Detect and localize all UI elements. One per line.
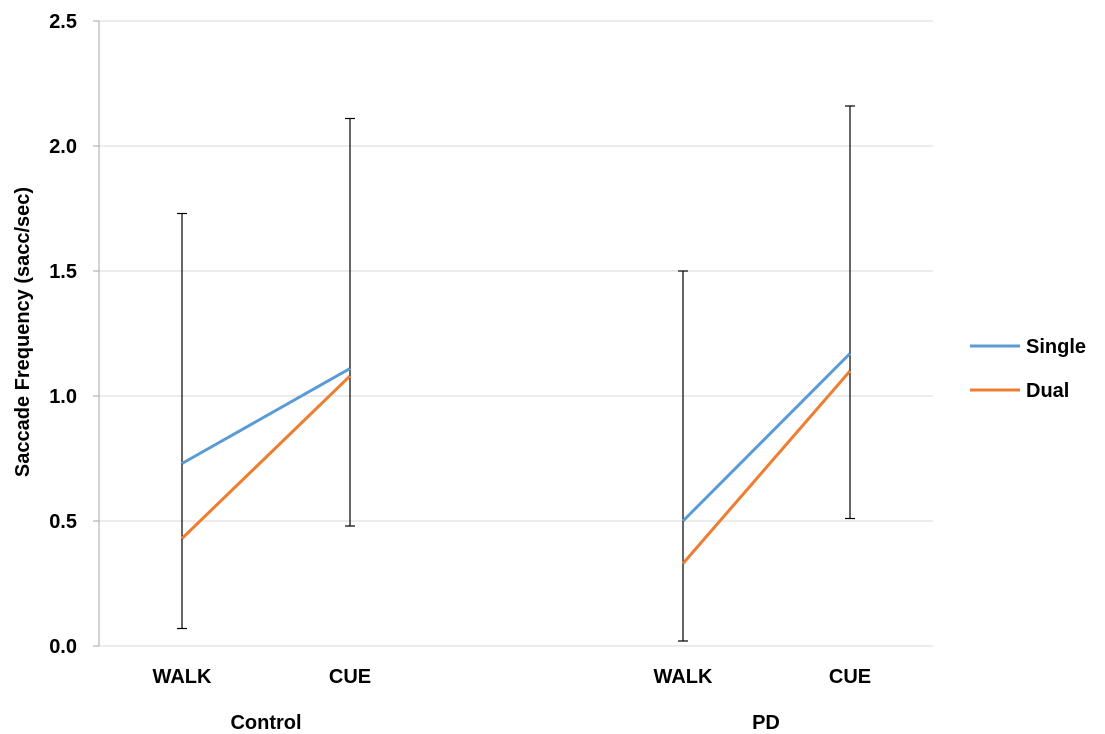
series-line-dual [683, 371, 850, 564]
y-axis-title: Saccade Frequency (sacc/sec) [12, 187, 34, 477]
x-category-label: WALK [153, 666, 212, 688]
series-line-single [182, 369, 350, 464]
series-line-dual [182, 376, 350, 539]
series-line-single [683, 354, 850, 522]
x-category-label: CUE [829, 666, 871, 688]
x-axis-labels: WALK CUE Control WALK CUE PD [153, 666, 872, 734]
error-bars [177, 106, 855, 641]
legend: Single Dual [970, 336, 1086, 402]
y-tick-label: 1.0 [49, 386, 77, 408]
y-tick-label: 2.0 [49, 136, 77, 158]
y-tick-label: 0.0 [49, 636, 77, 658]
y-tick-label: 0.5 [49, 511, 77, 533]
y-tick-label: 1.5 [49, 261, 77, 283]
y-axis-ticks: 0.0 0.5 1.0 1.5 2.0 2.5 [49, 11, 99, 658]
legend-label-single: Single [1026, 336, 1086, 358]
x-group-label: Control [230, 712, 301, 734]
series-lines [182, 354, 850, 564]
x-group-label: PD [752, 712, 780, 734]
gridlines [99, 21, 933, 646]
y-tick-label: 2.5 [49, 11, 77, 33]
x-category-label: CUE [329, 666, 371, 688]
x-category-label: WALK [654, 666, 713, 688]
legend-label-dual: Dual [1026, 380, 1069, 402]
